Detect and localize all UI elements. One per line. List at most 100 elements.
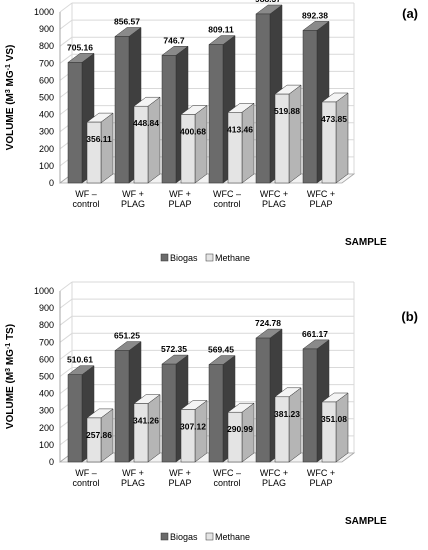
- bar-side: [335, 92, 349, 184]
- x-category-label: PLAG: [121, 478, 145, 488]
- x-category-label: WF +: [169, 189, 191, 199]
- data-label-biogas: 510.61: [67, 355, 93, 365]
- bar-front: [180, 409, 196, 463]
- chart-panel-1: 0 100 200 300 400 500 600 700 800 900 1000 510.61 25…: [5, 281, 418, 542]
- bar-side: [194, 105, 208, 184]
- y-tick-label: 0: [49, 457, 54, 467]
- x-category-label: WF +: [122, 189, 144, 199]
- x-category-label: PLAP: [168, 199, 191, 209]
- bar-front: [208, 364, 224, 463]
- bar-methane-0: [86, 408, 114, 463]
- legend-label-biogas: Biogas: [170, 532, 198, 542]
- bar-front: [161, 363, 177, 463]
- legend-swatch-methane: [205, 532, 214, 541]
- data-label-methane: 448.84: [133, 118, 159, 128]
- x-category-label: WFC +: [260, 468, 288, 478]
- bar-front: [274, 93, 290, 184]
- bar-front: [321, 101, 337, 184]
- gridline-side: [59, 315, 73, 326]
- y-tick-label: 1000: [34, 7, 54, 17]
- y-tick-label: 500: [39, 93, 54, 103]
- bar-methane-5: [321, 92, 349, 184]
- y-tick-label: 700: [39, 58, 54, 68]
- x-category-label: WFC +: [260, 189, 288, 199]
- x-category-label: PLAG: [262, 478, 286, 488]
- y-tick-label: 200: [39, 144, 54, 154]
- x-category-label: WFC +: [307, 468, 335, 478]
- x-category-label: PLAP: [309, 199, 332, 209]
- y-tick-label: 900: [39, 24, 54, 34]
- bar-methane-0: [86, 112, 114, 184]
- legend-swatch-biogas: [160, 253, 169, 262]
- gridline-side: [59, 367, 73, 377]
- data-label-biogas: 746.7: [163, 35, 185, 45]
- y-tick-label: 800: [39, 320, 54, 330]
- bar-front: [86, 417, 102, 463]
- y-axis-title-part: MG: [5, 349, 16, 368]
- bar-side: [288, 387, 302, 463]
- legend-swatch-methane: [205, 253, 214, 262]
- data-label-methane: 473.85: [321, 114, 347, 124]
- bar-methane-4: [274, 84, 302, 184]
- y-tick-label: 900: [39, 303, 54, 313]
- x-axis-title: SAMPLE: [345, 237, 387, 248]
- y-axis-title-part: VOLUME (M: [5, 372, 16, 429]
- x-category-label: control: [213, 478, 240, 488]
- panel-label: (a): [402, 6, 418, 21]
- data-label-methane: 290.99: [227, 424, 253, 434]
- gridline-side: [59, 53, 73, 64]
- gridline-side: [59, 332, 73, 343]
- bar-front: [86, 121, 102, 184]
- y-axis-title-part: 3: [5, 89, 12, 93]
- data-label-biogas: 651.25: [114, 331, 140, 341]
- y-axis-title: VOLUME (M3 MG-1 TS): [5, 324, 17, 429]
- y-tick-label: 100: [39, 161, 54, 171]
- y-axis-title-part: -1: [5, 64, 12, 70]
- gridline-side: [59, 349, 73, 360]
- bar-front: [180, 114, 196, 184]
- bar-front: [302, 348, 318, 463]
- data-label-methane: 413.46: [227, 124, 253, 134]
- x-category-label: control: [72, 199, 99, 209]
- data-label-biogas: 569.45: [208, 345, 234, 355]
- y-tick-label: 200: [39, 423, 54, 433]
- bar-front: [114, 350, 130, 463]
- bar-side: [288, 84, 302, 184]
- x-category-label: WF –: [75, 189, 97, 199]
- x-category-label: WF +: [122, 468, 144, 478]
- y-axis-title-part: MG: [5, 70, 16, 89]
- data-label-methane: 257.86: [86, 430, 112, 440]
- gridline-side: [59, 2, 73, 13]
- bar-side: [335, 392, 349, 463]
- y-tick-label: 500: [39, 372, 54, 382]
- bar-methane-3: [227, 102, 255, 184]
- x-category-label: PLAP: [168, 478, 191, 488]
- x-category-label: WFC +: [307, 189, 335, 199]
- bar-methane-1: [133, 394, 161, 463]
- bar-front: [227, 112, 243, 184]
- bar-front: [274, 396, 290, 463]
- legend-label-biogas: Biogas: [170, 253, 198, 263]
- y-tick-label: 800: [39, 41, 54, 51]
- x-category-label: PLAP: [309, 478, 332, 488]
- gridline-side: [59, 298, 73, 309]
- y-tick-label: 300: [39, 406, 54, 416]
- data-label-biogas: 988.37: [255, 0, 281, 4]
- chart-panel-0: 01002003004005006007008009001000705.1635…: [5, 0, 419, 263]
- bar-front: [161, 55, 177, 184]
- bar-methane-5: [321, 392, 349, 463]
- x-category-label: control: [213, 199, 240, 209]
- y-axis-title-part: -1: [5, 343, 12, 349]
- data-label-biogas: 661.17: [302, 329, 328, 339]
- data-label-methane: 341.26: [133, 416, 159, 426]
- data-label-methane: 351.08: [321, 414, 347, 424]
- data-label-methane: 307.12: [180, 421, 206, 431]
- bar-front: [114, 36, 130, 184]
- x-category-label: WFC –: [213, 189, 241, 199]
- legend: Biogas Methane: [160, 532, 250, 542]
- bar-front: [302, 30, 318, 184]
- y-axis-title-part: VOLUME (M: [5, 93, 16, 150]
- panel-label: (b): [401, 309, 418, 324]
- bar-side: [147, 394, 161, 463]
